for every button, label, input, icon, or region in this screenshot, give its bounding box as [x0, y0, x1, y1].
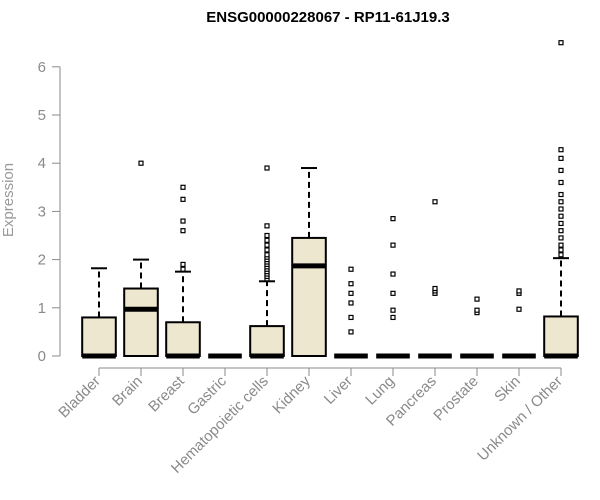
- x-tick-label: Lung: [362, 373, 398, 409]
- box-bladder: [81, 267, 117, 359]
- outlier-point: [390, 271, 396, 277]
- x-tick-label: Kidney: [269, 372, 314, 417]
- outlier-point: [558, 155, 564, 161]
- outlier-point: [558, 206, 564, 212]
- outlier-point: [180, 196, 186, 202]
- box-prostate: [460, 296, 494, 359]
- outlier-point: [432, 285, 438, 292]
- outlier-point: [516, 306, 522, 312]
- outlier-point: [264, 165, 270, 171]
- outlier-point: [348, 281, 354, 287]
- chart-title: ENSG00000228067 - RP11-61J19.3: [206, 9, 450, 26]
- box-brain: [123, 160, 159, 357]
- outlier-point: [558, 40, 564, 46]
- y-tick-label: 0: [38, 348, 46, 365]
- x-tick-label: Breast: [145, 372, 188, 415]
- outlier-point: [264, 247, 270, 253]
- box-kidney: [291, 167, 327, 357]
- outlier-point: [264, 252, 270, 258]
- outlier-point: [558, 252, 564, 258]
- x-tick-label: Liver: [321, 373, 356, 408]
- outlier-point: [390, 307, 396, 313]
- box-body: [543, 315, 579, 358]
- outlier-point: [558, 235, 564, 241]
- box-body: [123, 287, 159, 357]
- outlier-point: [348, 300, 354, 306]
- outlier-point: [390, 290, 396, 296]
- y-tick-label: 4: [38, 155, 46, 172]
- box-body: [165, 321, 201, 358]
- outlier-point: [558, 147, 564, 153]
- x-tick-label: Bladder: [55, 373, 104, 422]
- y-axis-label: Expression: [0, 163, 17, 237]
- outlier-point: [264, 242, 270, 248]
- boxes-layer: [81, 40, 579, 359]
- outlier-point: [180, 266, 186, 272]
- box-body: [291, 236, 327, 357]
- outlier-point: [474, 296, 480, 302]
- box-hematopoietic-cells: [249, 165, 285, 359]
- outlier-point: [558, 191, 564, 198]
- outlier-point: [474, 307, 480, 313]
- outlier-point: [558, 167, 564, 174]
- box-body: [81, 316, 117, 358]
- y-tick-label: 5: [38, 107, 46, 124]
- box-breast: [165, 184, 201, 359]
- outlier-point: [516, 288, 522, 294]
- x-tick-label: Prostate: [430, 373, 482, 425]
- outlier-point: [390, 314, 396, 321]
- outlier-point: [558, 179, 564, 186]
- outlier-point: [264, 223, 270, 229]
- x-tick-label: Brain: [109, 373, 146, 410]
- x-tick-label: Skin: [491, 373, 524, 406]
- outlier-point: [348, 290, 354, 296]
- outlier-point: [348, 266, 354, 272]
- box-body: [249, 325, 285, 357]
- outlier-point: [558, 242, 564, 248]
- outlier-point: [180, 184, 186, 190]
- box-pancreas: [418, 199, 452, 359]
- box-lung: [376, 216, 410, 359]
- outlier-point: [558, 228, 564, 234]
- outlier-point: [264, 232, 270, 239]
- y-tick-label: 3: [38, 203, 46, 220]
- y-tick-label: 1: [38, 300, 46, 317]
- outlier-point: [348, 314, 354, 321]
- outlier-point: [558, 220, 564, 227]
- box-skin: [502, 288, 536, 359]
- outlier-point: [390, 216, 396, 222]
- outlier-point: [558, 213, 564, 219]
- outlier-point: [432, 199, 438, 205]
- y-axis: 0 1 2 3 4 5 6: [38, 59, 61, 365]
- box-unknown-other: [543, 40, 579, 359]
- outlier-point: [558, 199, 564, 205]
- outlier-point: [138, 160, 144, 166]
- outlier-point: [348, 329, 354, 335]
- outlier-point: [558, 247, 564, 253]
- outlier-point: [180, 218, 186, 224]
- outlier-point: [180, 228, 186, 234]
- y-tick-label: 6: [38, 59, 46, 76]
- outlier-point: [264, 237, 270, 243]
- outlier-point: [390, 242, 396, 248]
- y-tick-label: 2: [38, 252, 46, 269]
- box-liver: [334, 266, 368, 359]
- outlier-point: [180, 261, 186, 268]
